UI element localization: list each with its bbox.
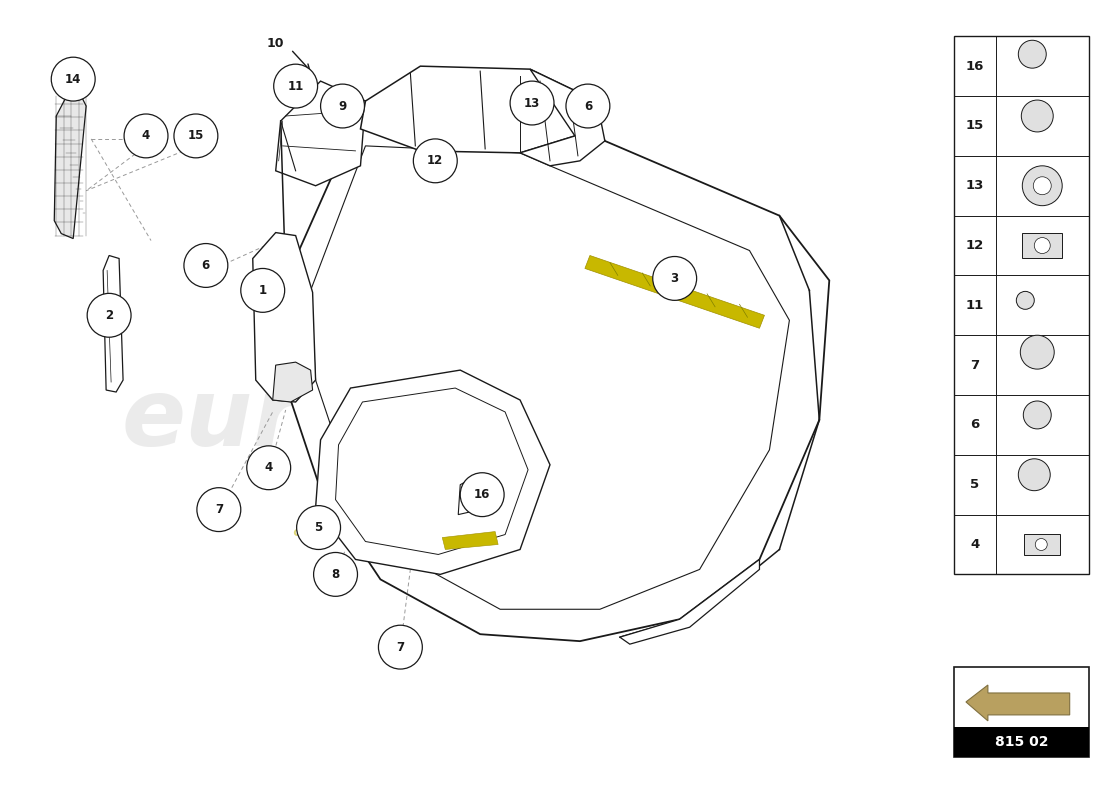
Circle shape: [87, 294, 131, 338]
Text: 3: 3: [671, 272, 679, 285]
Polygon shape: [316, 370, 550, 574]
Text: 10: 10: [267, 37, 285, 50]
Polygon shape: [276, 81, 365, 186]
Polygon shape: [520, 69, 605, 166]
Text: 4: 4: [142, 130, 150, 142]
Text: 6: 6: [201, 259, 210, 272]
Text: 6: 6: [584, 99, 592, 113]
Circle shape: [1035, 538, 1047, 550]
Text: 5: 5: [970, 478, 979, 491]
Polygon shape: [619, 559, 759, 644]
Text: 13: 13: [524, 97, 540, 110]
Text: 13: 13: [966, 179, 984, 192]
Bar: [954, 727, 1089, 757]
Circle shape: [1034, 238, 1050, 254]
Polygon shape: [459, 474, 491, 514]
Polygon shape: [54, 91, 86, 238]
Text: 5: 5: [315, 521, 322, 534]
Circle shape: [197, 488, 241, 531]
Text: a passion for parts since 1985: a passion for parts since 1985: [293, 519, 608, 539]
Circle shape: [510, 81, 554, 125]
Polygon shape: [336, 388, 528, 554]
Circle shape: [1021, 100, 1053, 132]
Polygon shape: [103, 255, 123, 392]
Polygon shape: [585, 255, 764, 328]
Circle shape: [184, 243, 228, 287]
Circle shape: [1023, 401, 1052, 429]
Polygon shape: [966, 685, 1069, 721]
Bar: [1022, 233, 1063, 258]
Text: 815 02: 815 02: [994, 735, 1048, 749]
Circle shape: [378, 626, 422, 669]
Polygon shape: [442, 531, 498, 550]
Bar: [1024, 534, 1060, 555]
Circle shape: [241, 269, 285, 312]
Polygon shape: [253, 233, 316, 402]
Circle shape: [274, 64, 318, 108]
Polygon shape: [361, 66, 580, 153]
Circle shape: [1021, 335, 1054, 369]
Text: 14: 14: [65, 73, 81, 86]
Circle shape: [566, 84, 609, 128]
Circle shape: [320, 84, 364, 128]
Circle shape: [1022, 166, 1063, 206]
Polygon shape: [310, 146, 790, 610]
Polygon shape: [286, 93, 829, 641]
Text: eurospares: eurospares: [122, 374, 719, 466]
Text: 15: 15: [188, 130, 205, 142]
Circle shape: [652, 257, 696, 300]
Bar: [954, 667, 1089, 757]
Text: 12: 12: [427, 154, 443, 167]
Circle shape: [1016, 291, 1034, 310]
Circle shape: [297, 506, 341, 550]
Bar: [954, 36, 1089, 574]
Text: 12: 12: [966, 239, 984, 252]
Circle shape: [314, 553, 358, 596]
Circle shape: [124, 114, 168, 158]
Text: 2: 2: [106, 309, 113, 322]
Text: 4: 4: [970, 538, 979, 551]
Circle shape: [414, 139, 458, 182]
Polygon shape: [273, 362, 312, 402]
Circle shape: [52, 57, 96, 101]
Circle shape: [1019, 40, 1046, 68]
Text: 7: 7: [214, 503, 223, 516]
Circle shape: [174, 114, 218, 158]
Text: 7: 7: [970, 358, 979, 372]
Text: 8: 8: [331, 568, 340, 581]
Text: 11: 11: [287, 79, 304, 93]
Circle shape: [460, 473, 504, 517]
Circle shape: [246, 446, 290, 490]
Text: 1: 1: [258, 284, 267, 297]
Text: 6: 6: [970, 418, 979, 431]
Text: 4: 4: [265, 462, 273, 474]
Text: 16: 16: [966, 60, 984, 73]
Text: 9: 9: [339, 99, 346, 113]
Circle shape: [1033, 177, 1052, 194]
Text: 11: 11: [966, 299, 984, 312]
Text: 16: 16: [474, 488, 491, 501]
Text: 15: 15: [966, 119, 984, 133]
Text: 7: 7: [396, 641, 405, 654]
Circle shape: [1019, 458, 1050, 490]
